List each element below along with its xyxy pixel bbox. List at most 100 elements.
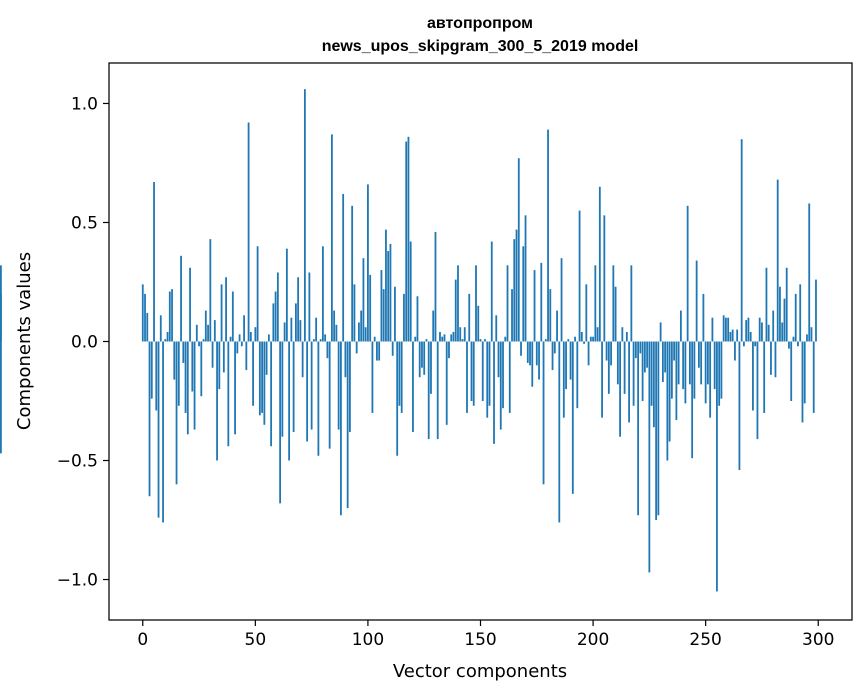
bar [673, 341, 676, 361]
bar [479, 339, 482, 342]
bar [477, 305, 480, 342]
bar [193, 341, 196, 430]
bar [646, 341, 649, 368]
bar [664, 341, 667, 373]
bar [369, 274, 372, 342]
bar [693, 341, 696, 399]
bar [801, 341, 804, 423]
bar [619, 341, 621, 437]
bar [812, 341, 815, 413]
bar [749, 331, 752, 342]
bar [594, 265, 597, 342]
bar [391, 341, 394, 356]
bar [513, 239, 516, 342]
bar [267, 334, 270, 342]
bar [770, 341, 772, 375]
bar [652, 341, 655, 428]
bar [331, 134, 333, 342]
bar [213, 320, 216, 342]
bar [506, 265, 509, 342]
bar [484, 339, 486, 342]
bar [632, 341, 635, 406]
bar [686, 205, 689, 342]
bar [349, 341, 351, 432]
bar [227, 341, 230, 447]
bar [367, 184, 369, 342]
bar [412, 341, 414, 432]
y-tick-label: 0.0 [71, 333, 98, 353]
bar [229, 336, 232, 342]
bar [418, 341, 421, 378]
bar [234, 341, 236, 435]
bar [659, 322, 662, 342]
bar [702, 293, 705, 342]
bar [177, 341, 180, 406]
bar [427, 341, 430, 440]
bar [670, 341, 673, 399]
bar [276, 272, 279, 342]
bar [261, 341, 263, 413]
bar [414, 336, 417, 342]
bar [743, 341, 745, 347]
bar [668, 341, 671, 442]
bar [797, 341, 799, 347]
bar [443, 334, 446, 342]
bar [159, 315, 162, 342]
bar [312, 339, 315, 342]
bar [439, 331, 441, 342]
bar [718, 341, 721, 406]
bar [240, 341, 243, 347]
bar [306, 341, 309, 442]
bar [144, 293, 146, 342]
bar [508, 341, 511, 413]
bar [625, 331, 628, 342]
bar [511, 289, 513, 342]
bar [522, 246, 525, 342]
bar [274, 291, 277, 342]
bar [256, 246, 259, 342]
bar [236, 341, 239, 354]
x-tick-label: 50 [245, 630, 267, 650]
bar [407, 136, 410, 342]
bar [623, 341, 626, 394]
bar [209, 239, 212, 342]
bar [614, 286, 617, 342]
y-tick-label: −1.0 [57, 571, 98, 591]
bar [468, 293, 471, 342]
bar [592, 336, 594, 342]
bar [785, 267, 788, 342]
bar [711, 317, 714, 342]
bar [263, 341, 266, 425]
bar [607, 341, 610, 394]
bar [225, 277, 227, 342]
bar [222, 341, 225, 373]
bar [157, 341, 160, 518]
bar [682, 341, 685, 390]
bar [191, 341, 194, 392]
bar [403, 293, 405, 342]
bar [389, 243, 392, 342]
bar [335, 324, 338, 342]
bar [162, 341, 164, 523]
bar [175, 341, 178, 485]
bar [432, 310, 435, 342]
bar [186, 341, 189, 435]
y-axis-label: Components values [14, 252, 35, 430]
bar [303, 89, 306, 342]
bar [421, 341, 423, 368]
bar [308, 272, 311, 342]
bar [355, 341, 358, 354]
bar [180, 255, 182, 342]
bar [657, 341, 660, 516]
bar [346, 341, 349, 509]
bar [168, 291, 171, 342]
bar [497, 341, 500, 378]
bar [441, 336, 444, 342]
bar [382, 289, 385, 342]
bar [490, 241, 493, 342]
bar [504, 336, 507, 342]
bar [481, 341, 484, 402]
bar [155, 341, 158, 411]
bar [589, 336, 592, 342]
bar [549, 289, 552, 342]
